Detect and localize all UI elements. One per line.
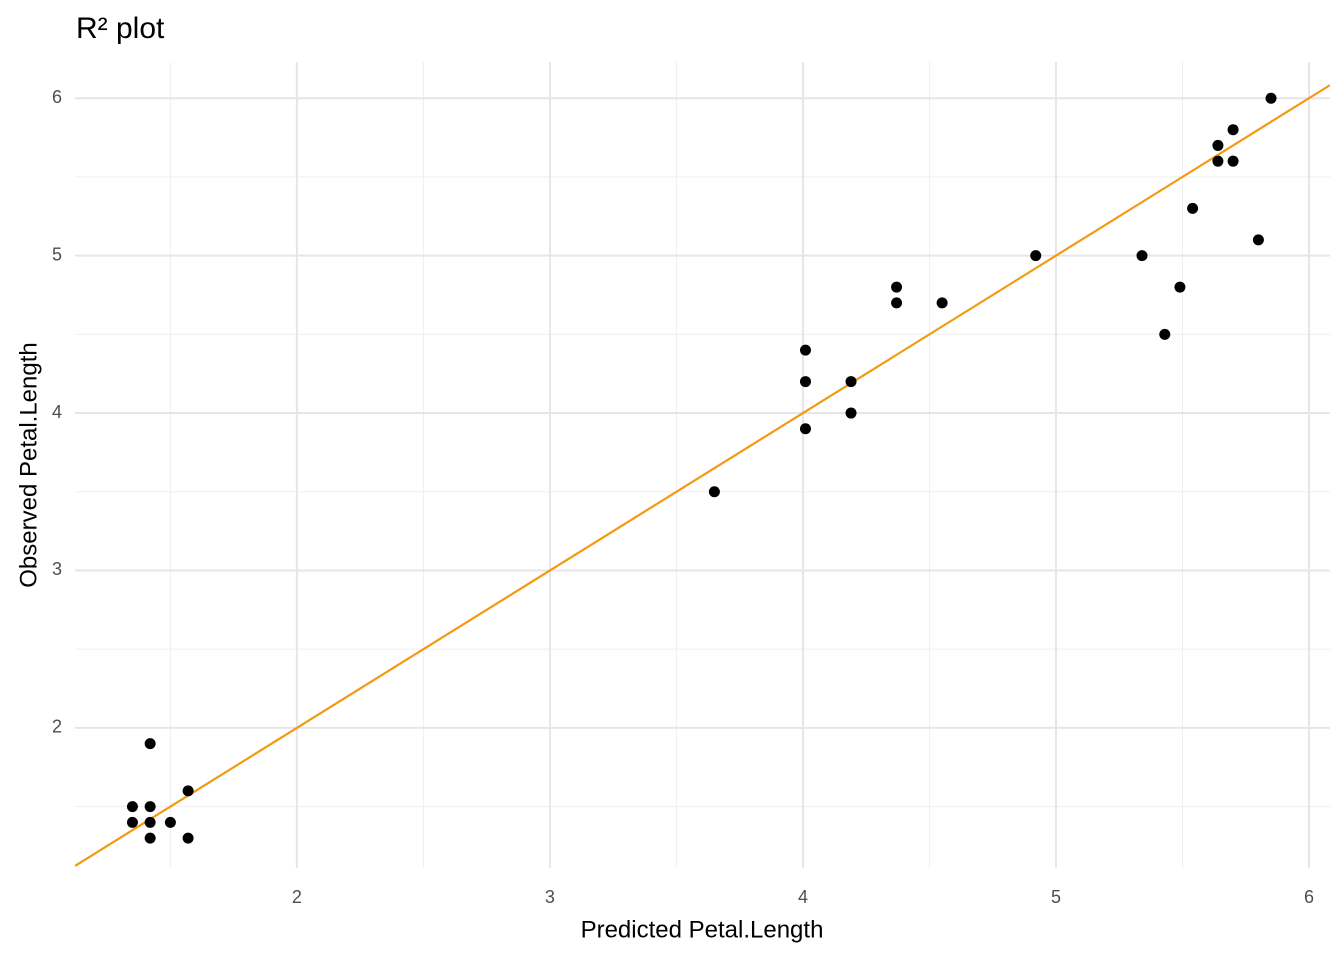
- point: [708, 486, 720, 498]
- y-tick-label: 4: [52, 402, 62, 422]
- reference-line: [75, 84, 1330, 867]
- point: [1136, 250, 1148, 262]
- point: [891, 297, 903, 309]
- y-tick-label: 6: [52, 87, 62, 107]
- y-axis-label: Observed Petal.Length: [15, 342, 42, 588]
- point: [126, 801, 138, 813]
- point: [799, 376, 811, 388]
- point: [799, 423, 811, 435]
- grid: [75, 62, 1330, 868]
- point: [1252, 234, 1264, 246]
- point: [144, 816, 156, 828]
- point: [1187, 202, 1199, 214]
- point: [891, 281, 903, 293]
- y-tick-label: 2: [52, 717, 62, 737]
- point: [144, 832, 156, 844]
- point: [1227, 155, 1239, 167]
- chart-title: R² plot: [76, 12, 165, 45]
- point: [845, 407, 857, 419]
- point: [1174, 281, 1186, 293]
- point: [1212, 139, 1224, 151]
- point: [182, 785, 194, 797]
- point: [1030, 250, 1042, 262]
- point: [164, 816, 176, 828]
- point: [144, 801, 156, 813]
- x-tick-label: 2: [292, 887, 302, 907]
- y-tick-label: 3: [52, 559, 62, 579]
- point: [1159, 328, 1171, 340]
- x-tick-label: 4: [798, 887, 808, 907]
- x-axis-label: Predicted Petal.Length: [581, 916, 824, 943]
- point: [1227, 124, 1239, 136]
- point: [144, 738, 156, 750]
- x-tick-label: 3: [545, 887, 555, 907]
- y-tick-label: 5: [52, 244, 62, 264]
- marks: [75, 84, 1330, 867]
- x-tick-label: 5: [1051, 887, 1061, 907]
- point: [1265, 92, 1277, 104]
- point: [182, 832, 194, 844]
- point: [936, 297, 948, 309]
- point: [845, 376, 857, 388]
- point: [1212, 155, 1224, 167]
- point: [126, 816, 138, 828]
- x-tick-label: 6: [1304, 887, 1314, 907]
- point: [799, 344, 811, 356]
